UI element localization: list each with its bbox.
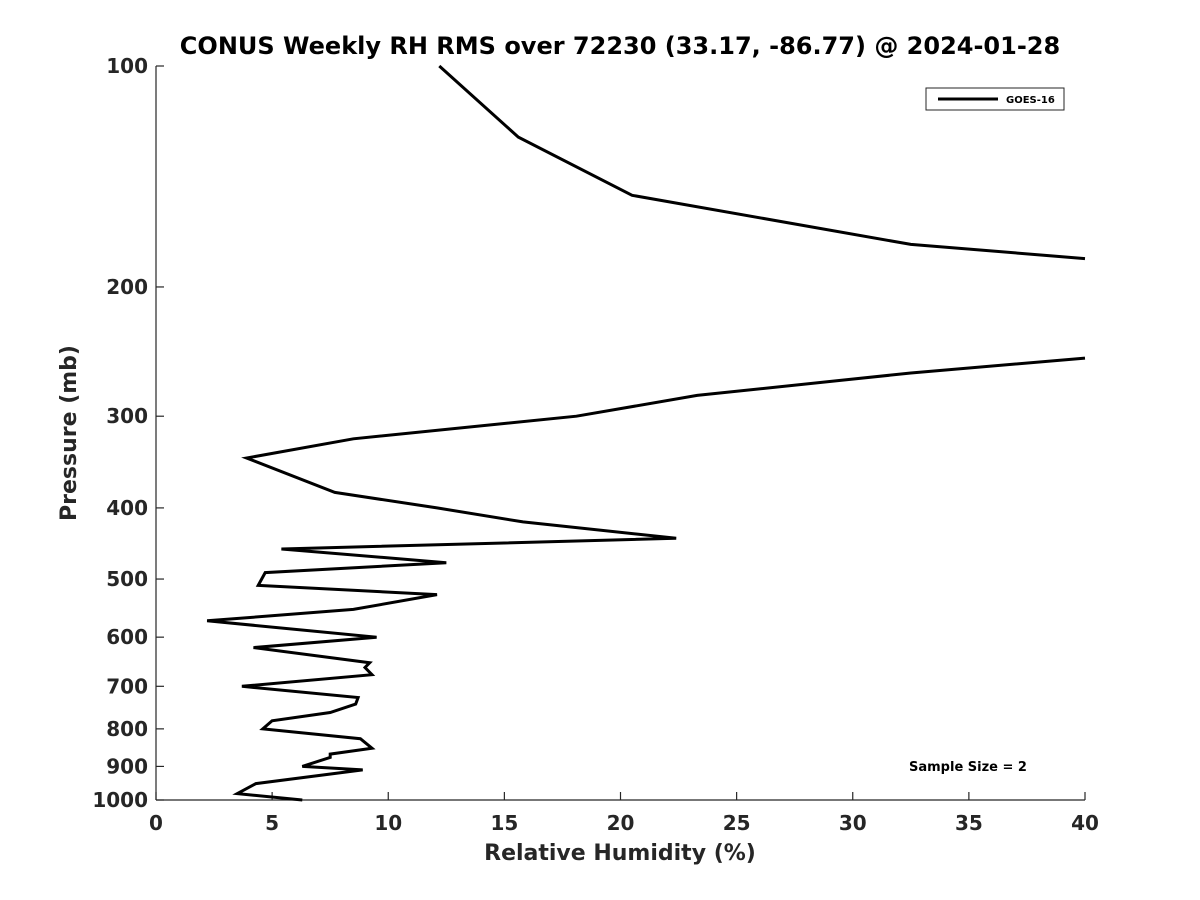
plot-area — [155, 66, 1085, 801]
x-tick-label: 15 — [490, 811, 518, 835]
sample-size-annotation: Sample Size = 2 — [909, 760, 1027, 775]
x-tick-label: 30 — [839, 811, 867, 835]
y-tick-label: 900 — [106, 754, 148, 778]
x-axis-label: Relative Humidity (%) — [484, 841, 756, 866]
y-tick-label: 800 — [106, 717, 148, 741]
x-tick-label: 10 — [374, 811, 402, 835]
y-tick-label: 100 — [106, 54, 148, 78]
y-tick-label: 600 — [106, 625, 148, 649]
y-tick-label: 500 — [106, 567, 148, 591]
chart-title: CONUS Weekly RH RMS over 72230 (33.17, -… — [180, 32, 1060, 60]
y-tick-label: 1000 — [92, 788, 148, 812]
series-layer — [206, 64, 1086, 802]
y-tick-label: 200 — [106, 275, 148, 299]
x-tick-label: 40 — [1071, 811, 1099, 835]
y-axis-ticks: 100 200 300 400 500 600 700 800 900 1000 — [92, 54, 164, 812]
x-tick-label: 35 — [955, 811, 983, 835]
y-tick-label: 700 — [106, 674, 148, 698]
series-line-goes-16-segment-1 — [438, 64, 1086, 261]
series-line-goes-16-segment-2 — [206, 356, 1086, 802]
y-tick-label: 400 — [106, 496, 148, 520]
legend-label-goes-16: GOES-16 — [1006, 95, 1055, 106]
x-tick-label: 0 — [149, 811, 163, 835]
x-tick-label: 25 — [723, 811, 751, 835]
x-axis-ticks: 0 5 10 15 20 25 30 35 40 — [149, 792, 1099, 835]
x-tick-label: 5 — [265, 811, 279, 835]
x-tick-label: 20 — [607, 811, 635, 835]
y-tick-label: 300 — [106, 404, 148, 428]
legend: GOES-16 — [925, 87, 1065, 111]
y-axis-label: Pressure (mb) — [57, 345, 82, 521]
